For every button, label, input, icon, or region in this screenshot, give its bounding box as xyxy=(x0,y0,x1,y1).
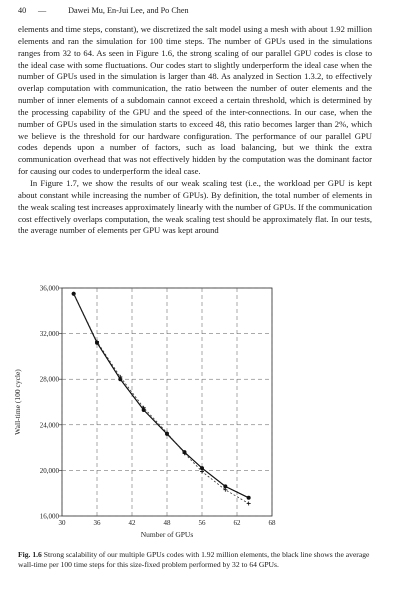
data-point-ideal xyxy=(95,339,99,344)
figure-caption: Fig. 1.6 Strong scalability of our multi… xyxy=(18,550,372,570)
x-tick-label: 48 xyxy=(164,519,172,527)
data-point-ideal xyxy=(118,374,123,379)
data-point-measured xyxy=(141,407,146,412)
series-line-ideal xyxy=(73,293,249,504)
page-header: 40 — Dawei Mu, En-Jui Lee, and Po Chen xyxy=(18,6,189,15)
y-tick-label: 24,000 xyxy=(40,421,60,429)
x-tick-label: 36 xyxy=(94,519,102,527)
data-point-ideal xyxy=(165,430,169,435)
body-text: elements and time steps, constant), we d… xyxy=(18,24,372,237)
y-tick-label: 28,000 xyxy=(40,376,60,384)
series-line-measured xyxy=(73,293,249,499)
data-point-ideal xyxy=(141,405,146,410)
paragraph-2: In Figure 1.7, we show the results of ou… xyxy=(18,177,372,236)
strong-scaling-figure: 30 36 42 48 56 62 68 16,000 20,000 24,000 28,000 32… xyxy=(13,285,277,540)
y-tick-label: 16,000 xyxy=(40,513,60,521)
x-tick-label: 30 xyxy=(59,519,67,527)
paragraph-1: elements and time steps, constant), we d… xyxy=(18,24,372,177)
caption-label: Fig. 1.6 xyxy=(18,550,42,559)
data-point-measured xyxy=(246,495,251,500)
x-tick-label: 42 xyxy=(129,519,137,527)
y-tick-label: 36,000 xyxy=(40,285,60,293)
page-number: 40 xyxy=(18,6,27,15)
data-point-measured xyxy=(200,466,204,471)
header-authors: Dawei Mu, En-Jui Lee, and Po Chen xyxy=(68,6,189,15)
x-axis-label: Number of GPUs xyxy=(141,530,194,539)
x-tick-label: 56 xyxy=(199,519,207,527)
y-tick-label: 20,000 xyxy=(40,467,60,475)
header-separator: — xyxy=(38,6,47,15)
data-point-ideal xyxy=(246,501,251,506)
data-point-ideal xyxy=(223,487,228,492)
y-tick-label: 32,000 xyxy=(40,330,60,338)
data-point-ideal xyxy=(182,451,187,456)
y-axis-label: Wall-time (100 cycle) xyxy=(13,369,22,435)
x-tick-label: 62 xyxy=(234,519,242,527)
caption-text: Strong scalability of our multiple GPUs … xyxy=(18,550,370,569)
x-tick-label: 68 xyxy=(269,519,277,527)
data-point-ideal xyxy=(71,291,76,296)
data-point-ideal xyxy=(200,469,204,474)
data-point-measured xyxy=(223,484,228,489)
